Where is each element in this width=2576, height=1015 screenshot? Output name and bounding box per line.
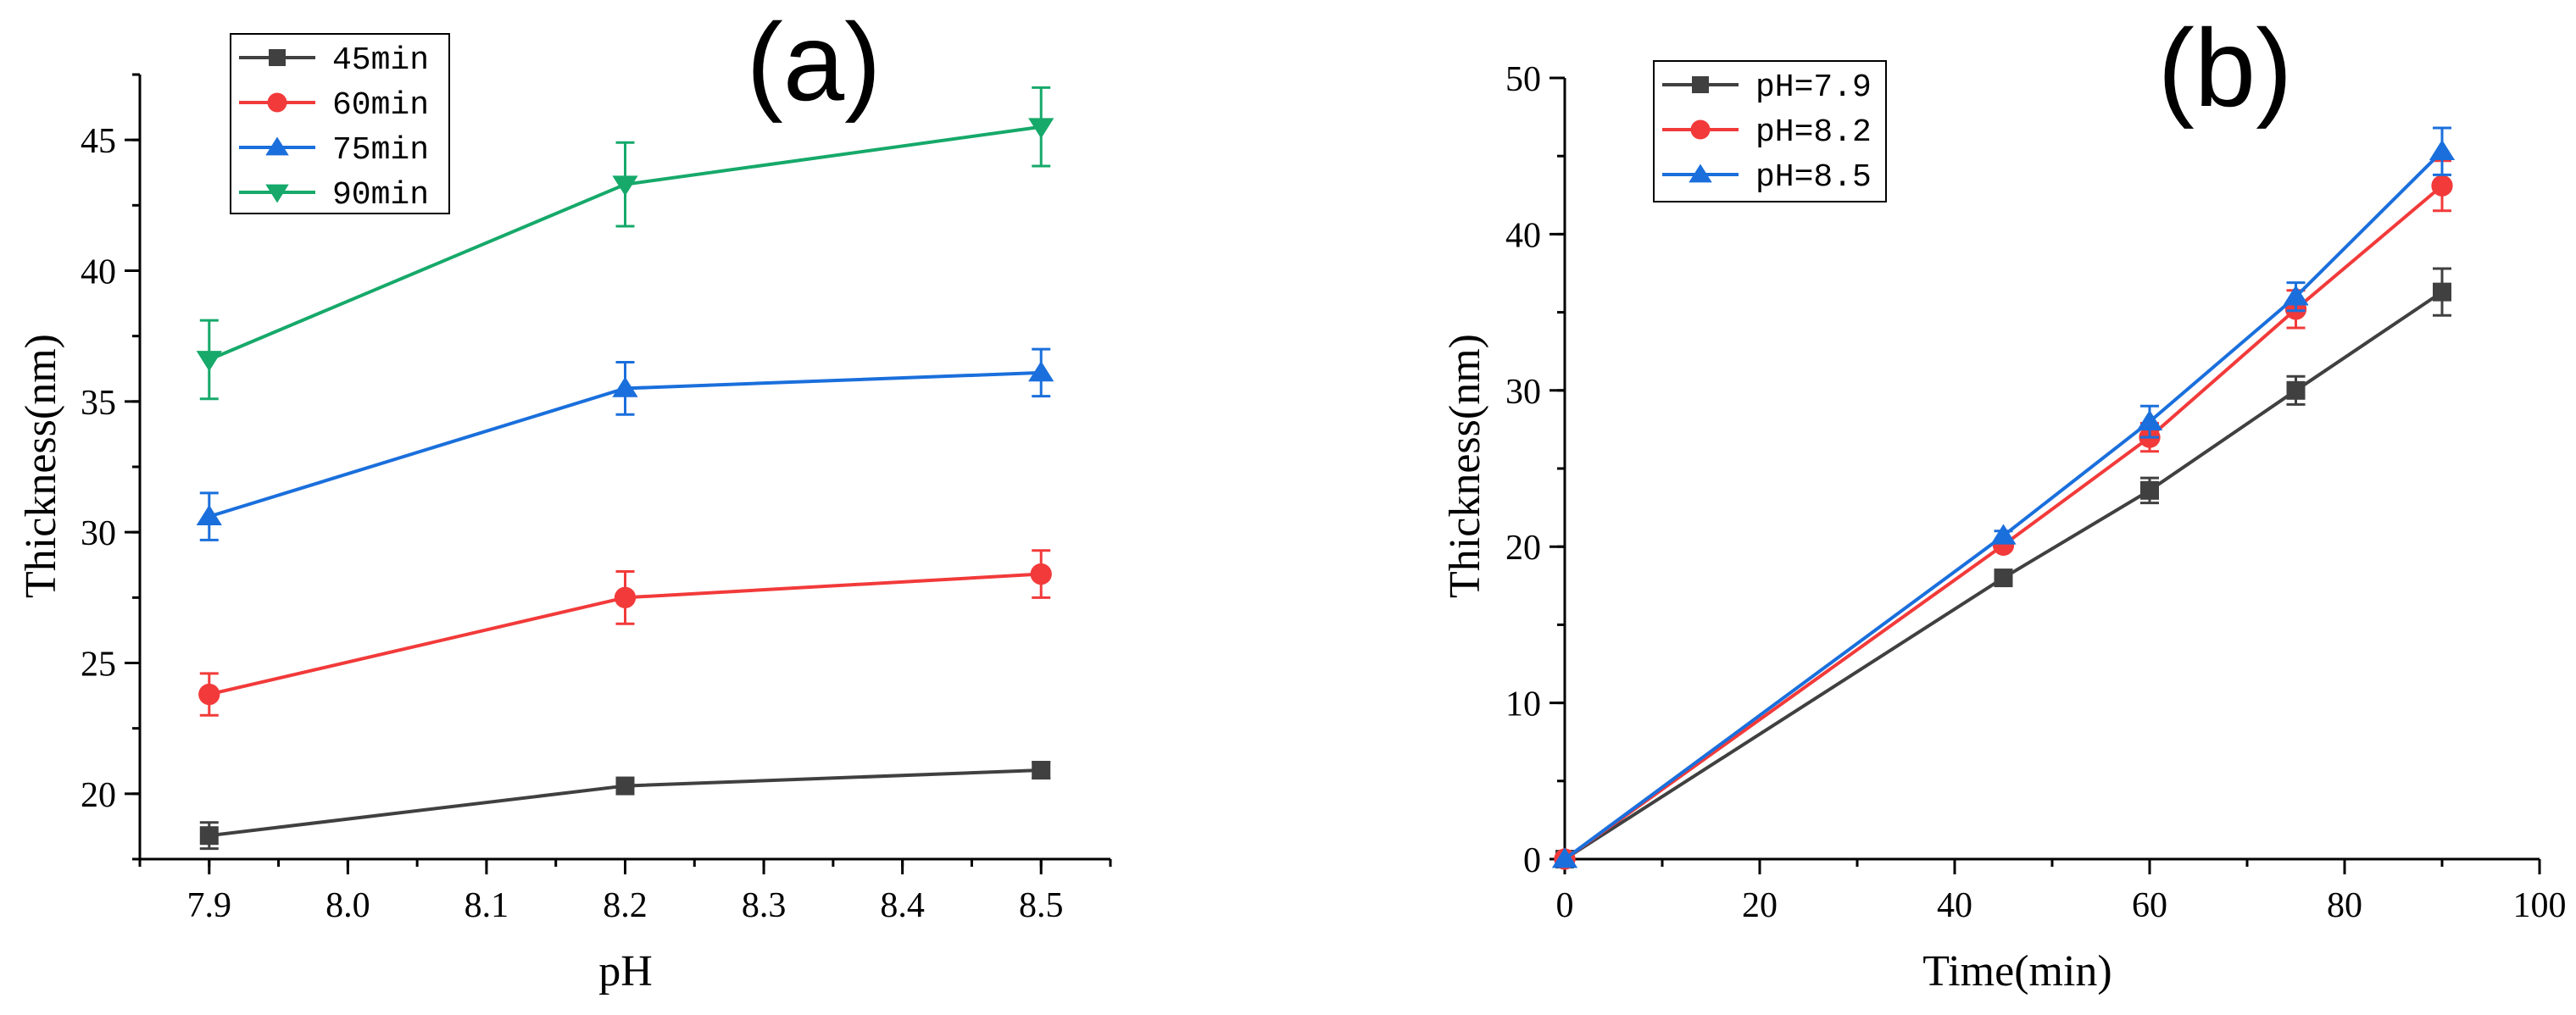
data-point [612,175,638,197]
x-tick-label: 60 [2132,886,2167,925]
legend-entry: 60min [332,87,429,124]
x-tick-label: 0 [1556,886,1574,925]
legend: pH=7.9 pH=8.2 pH=8.5 [1653,60,1887,202]
legend-entry: pH=8.5 [1755,159,1872,196]
data-point [196,351,222,372]
y-tick-label: 20 [1505,529,1541,568]
data-point [1028,361,1054,382]
y-axis-title: Thickness(nm) [1441,334,1489,598]
data-point [2286,380,2306,400]
legend-swatch-marker [1689,164,1712,183]
series-pH=8.5 [1551,126,2456,868]
panel-label: (b) [2158,6,2293,130]
legend-swatch-marker [265,184,289,203]
data-point [198,683,220,706]
x-tick-label: 8.4 [880,886,925,925]
chart-panel-b: 0 20 40 60 80 100 0 10 20 30 40 50 Thickness(nm) Time… [1441,6,2567,996]
legend-swatch-marker [265,136,289,156]
x-tick-label: 8.0 [325,886,370,925]
data-point [196,504,222,525]
legend-entry: pH=7.9 [1755,69,1872,106]
y-tick-label: 30 [1505,373,1541,412]
x-tick-label: 8.5 [1019,886,1064,925]
data-point [1028,118,1054,139]
legend-entry: 75min [332,132,429,169]
data-point [1990,524,2017,545]
x-tick-label: 40 [1937,886,1972,925]
x-tick-label: 8.2 [603,886,648,925]
legend-box [230,33,450,214]
y-tick-label: 25 [81,646,116,685]
data-point [1551,847,1578,868]
series-60min [198,549,1052,717]
y-tick-label: 20 [81,776,116,815]
x-tick-label: 8.1 [465,886,509,925]
data-point [615,776,635,796]
x-tick-label: 100 [2513,886,2567,925]
series-pH=8.2 [1554,159,2453,870]
y-tick-label: 30 [81,514,116,553]
y-axis-title: Thickness(nm) [17,334,65,598]
data-point [199,826,219,846]
data-point [2431,175,2453,197]
x-tick-label: 80 [2327,886,2362,925]
legend-entry: pH=8.2 [1755,114,1872,151]
data-point [612,376,638,397]
legend: 45min 60min 75min 90min [230,33,450,214]
legend-entry: 45min [332,42,429,79]
data-point [1030,563,1052,585]
data-point [2283,285,2309,306]
data-point [2429,139,2456,160]
series-line [1563,184,2444,861]
legend-swatch-marker [269,49,286,66]
y-tick-label: 40 [81,253,116,292]
series-line [1563,150,2444,861]
x-tick-label: 20 [1742,886,1778,925]
legend-entry: 90min [332,177,429,214]
series-75min [196,347,1054,541]
data-point [1994,569,2013,588]
series-90min [196,86,1054,401]
legend-swatch-marker [1692,76,1709,93]
data-point [1032,761,1051,780]
y-tick-label: 40 [1505,216,1541,255]
chart-panel-a: 7.9 8.0 8.1 8.2 8.3 8.4 8.5 20 25 30 35 40 45 Thickne… [17,0,1112,996]
legend-swatch-marker [1690,119,1711,140]
x-axis-title: pH [598,947,653,996]
x-tick-label: 8.3 [742,886,787,925]
x-axis-title: Time(min) [1922,947,2111,996]
y-tick-label: 50 [1505,60,1541,99]
panel-label: (a) [747,0,882,124]
series-45min [199,761,1051,851]
data-point [614,586,637,608]
data-point [2140,480,2159,500]
data-point [2136,409,2163,430]
y-tick-label: 10 [1505,685,1541,724]
y-tick-label: 0 [1523,841,1541,880]
series-pH=7.9 [1555,267,2451,868]
y-tick-label: 35 [81,384,116,423]
data-point [2433,282,2451,302]
y-tick-label: 45 [81,122,116,161]
legend-swatch-marker [267,92,287,113]
x-tick-label: 7.9 [187,886,232,925]
